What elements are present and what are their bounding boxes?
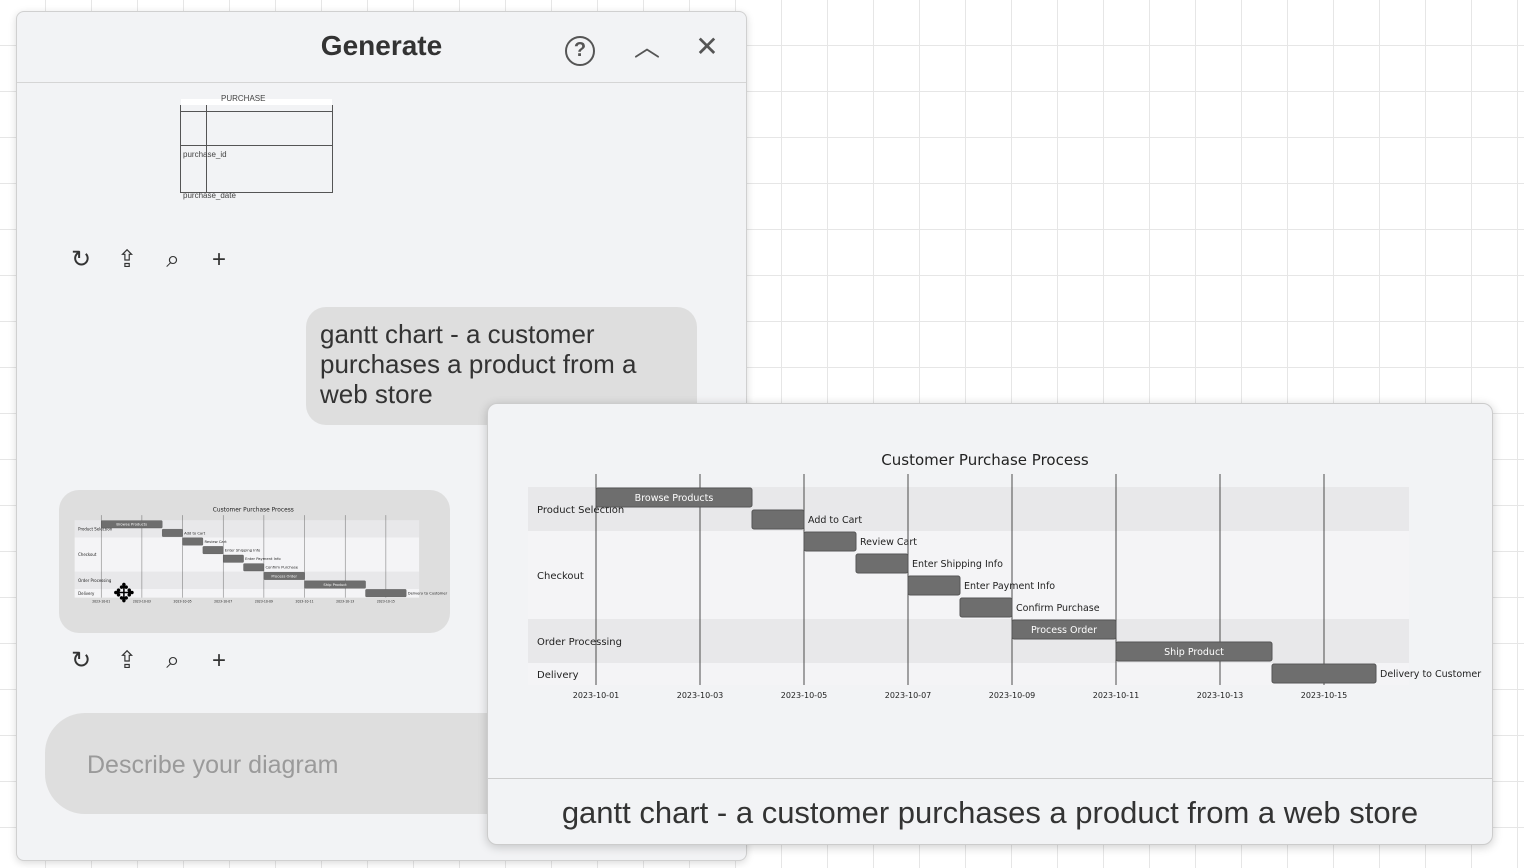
x-tick-label: 2023-10-05 [781, 691, 828, 700]
task-bar [263, 572, 305, 580]
task-bar [1115, 641, 1273, 662]
x-tick-label: 2023-10-07 [214, 600, 232, 604]
x-tick-label: 2023-10-05 [174, 600, 192, 604]
task-bar [304, 580, 366, 589]
x-tick-label: 2023-10-11 [296, 600, 314, 604]
zoom-icon[interactable]: ⌕ [166, 647, 180, 674]
x-tick-label: 2023-10-15 [1301, 691, 1348, 700]
task-bar [803, 531, 857, 552]
task-label: Confirm Purchase [1016, 603, 1100, 614]
task-label: Ship Product [323, 583, 347, 587]
task-bar [751, 509, 805, 530]
task-label: Confirm Purchase [265, 566, 298, 570]
er-field-purchase-id: purchase_id [183, 150, 227, 159]
task-bar [162, 528, 183, 537]
x-tick-label: 2023-10-01 [573, 691, 620, 700]
x-tick-label: 2023-10-11 [1093, 691, 1140, 700]
gantt-thumbnail-chart: Customer Purchase Process Product Selecti… [74, 508, 448, 604]
task-bar [1011, 619, 1117, 640]
task-label: Enter Shipping Info [225, 548, 261, 552]
task-bar [101, 520, 163, 529]
section-label: Product Selection [78, 526, 113, 531]
result-toolbar-1: ↻ ⇪ ⌕ + [67, 246, 233, 274]
task-bar [223, 554, 244, 563]
x-tick-label: 2023-10-07 [885, 691, 932, 700]
task-label: Ship Product [1164, 647, 1224, 658]
chart-title: Customer Purchase Process [881, 451, 1089, 469]
task-bar [365, 589, 407, 598]
close-button[interactable]: ✕ [690, 30, 724, 64]
task-label: Delivery to Customer [1380, 669, 1481, 680]
task-label: Review Cart [860, 537, 917, 548]
panel-header: Generate ? ︿ ✕ [17, 12, 746, 83]
panel-title: Generate [320, 30, 443, 61]
section-band [528, 619, 1409, 663]
section-band [528, 663, 1409, 685]
section-label: Product Selection [537, 505, 624, 516]
x-tick-label: 2023-10-03 [677, 691, 724, 700]
refresh-icon[interactable]: ↻ [70, 647, 92, 674]
section-band [74, 589, 420, 598]
task-bar [907, 575, 961, 596]
task-bar [595, 487, 753, 508]
collapse-button[interactable]: ︿ [630, 30, 664, 64]
gantt-thumbnail[interactable]: Customer Purchase Process Product Selecti… [59, 490, 450, 633]
task-label: Browse Products [635, 493, 714, 504]
gantt-chart: Customer Purchase Process Product Selecti… [528, 451, 1481, 700]
task-bar [1271, 663, 1377, 684]
refresh-icon[interactable]: ↻ [70, 246, 92, 273]
section-label: Checkout [78, 552, 97, 557]
task-bar [959, 597, 1013, 618]
task-label: Enter Payment Info [245, 557, 281, 561]
x-tick-label: 2023-10-13 [1197, 691, 1244, 700]
task-label: Add to Cart [184, 531, 206, 535]
er-field-purchase-date: purchase_date [183, 191, 236, 200]
diagram-preview-popup: Customer Purchase Process Product Selecti… [487, 403, 1493, 845]
x-tick-label: 2023-10-13 [336, 600, 354, 604]
chart-title: Customer Purchase Process [213, 508, 294, 514]
x-tick-label: 2023-10-03 [133, 600, 151, 604]
preview-caption: gantt chart - a customer purchases a pro… [488, 778, 1492, 844]
share-icon[interactable]: ⇪ [116, 246, 138, 273]
section-label: Delivery [78, 591, 95, 596]
chevron-up-icon: ︿ [633, 32, 660, 62]
help-button[interactable]: ? [563, 30, 597, 66]
x-tick-label: 2023-10-09 [989, 691, 1036, 700]
section-label: Delivery [537, 670, 579, 681]
task-label: Review Cart [204, 540, 227, 544]
task-label: Delivery to Customer [408, 591, 448, 595]
add-icon[interactable]: + [211, 647, 226, 674]
task-label: Process Order [271, 574, 297, 578]
section-label: Order Processing [537, 637, 622, 648]
move-cursor-icon: ✥ [113, 578, 135, 608]
task-bar [202, 546, 224, 555]
close-icon: ✕ [695, 31, 719, 62]
er-diagram-fragment[interactable]: PURCHASE purchase_id purchase_date [180, 94, 333, 200]
er-title: PURCHASE [221, 94, 266, 103]
task-label: Browse Products [116, 523, 147, 527]
task-label: Add to Cart [808, 515, 862, 526]
x-tick-label: 2023-10-01 [92, 600, 110, 604]
add-icon[interactable]: + [211, 246, 226, 273]
task-bar [182, 537, 204, 546]
task-bar [855, 553, 909, 574]
x-tick-label: 2023-10-09 [255, 600, 273, 604]
question-circle-icon: ? [565, 36, 595, 66]
task-label: Enter Shipping Info [912, 559, 1003, 570]
section-label: Order Processing [78, 578, 112, 583]
task-bar [243, 563, 265, 572]
x-tick-label: 2023-10-15 [377, 600, 395, 604]
share-icon[interactable]: ⇪ [116, 647, 138, 674]
zoom-icon[interactable]: ⌕ [166, 246, 180, 273]
describe-diagram-input[interactable]: Describe your diagram [45, 713, 565, 814]
section-label: Checkout [537, 571, 584, 582]
task-label: Enter Payment Info [964, 581, 1055, 592]
task-label: Process Order [1031, 625, 1097, 636]
result-toolbar-2: ↻ ⇪ ⌕ + [67, 647, 233, 675]
